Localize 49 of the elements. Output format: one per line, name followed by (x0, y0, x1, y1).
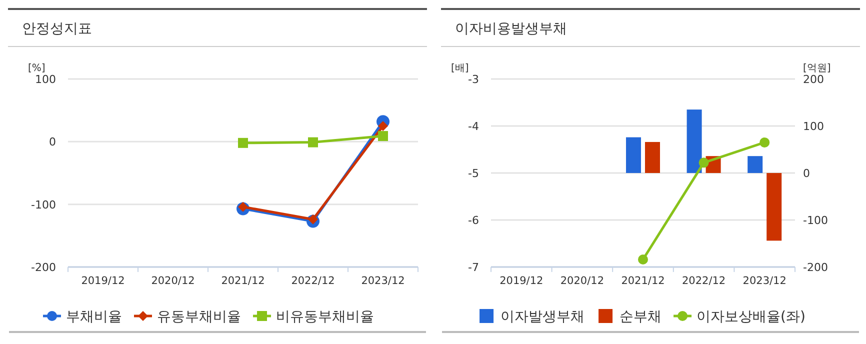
y2-tick-label: 200 (803, 73, 824, 86)
point (238, 138, 248, 148)
y-tick-label: -100 (31, 198, 56, 212)
x-tick-label: 2022/12 (291, 275, 335, 287)
point (308, 214, 318, 224)
bar (645, 142, 660, 173)
legend-label: 비유동부채비율 (276, 309, 374, 325)
y2-tick-label: 100 (803, 120, 824, 133)
point (638, 254, 648, 264)
y-tick-label: -5 (468, 167, 479, 180)
bar (686, 110, 702, 173)
y-tick-label: -6 (468, 214, 479, 227)
y-tick-label: -200 (31, 261, 56, 274)
legend-label: 부채비율 (66, 309, 122, 325)
bar (626, 137, 641, 173)
x-tick-label: 2019/12 (81, 275, 125, 287)
legend-label: 유동부채비율 (157, 309, 241, 325)
x-tick-label: 2019/12 (500, 275, 544, 287)
y2-tick-label: -100 (803, 214, 828, 227)
point (238, 202, 248, 212)
y-tick-label: -4 (468, 120, 479, 133)
x-tick-label: 2022/12 (682, 275, 726, 287)
bar (748, 156, 763, 173)
legend-label: 순부채 (620, 309, 662, 325)
x-tick-label: 2023/12 (742, 275, 786, 287)
y-tick-label: 100 (35, 73, 56, 86)
x-tick-label: 2020/12 (560, 275, 604, 287)
x-tick-label: 2023/12 (361, 275, 405, 287)
y2-tick-label: -200 (803, 261, 828, 274)
bar (766, 173, 782, 241)
chart-title: 안정성지표 (22, 21, 92, 37)
y-axis-title: [%] (28, 63, 46, 74)
point (308, 137, 318, 148)
y-tick-label: 0 (49, 136, 56, 149)
point (378, 131, 388, 142)
y2-tick-label: 0 (803, 167, 810, 180)
y-tick-label: -7 (468, 261, 479, 274)
legend-label: 이자발생부채 (500, 309, 585, 325)
x-tick-label: 2021/12 (221, 275, 265, 287)
point (760, 137, 770, 148)
x-tick-label: 2020/12 (151, 275, 195, 287)
x-tick-label: 2021/12 (621, 275, 665, 287)
y-tick-label: -3 (468, 73, 479, 86)
point (378, 121, 388, 131)
y2-axis-title: [억원] (803, 63, 831, 74)
point (698, 158, 709, 168)
chart-title: 이자비용발생부채 (455, 21, 567, 37)
legend-label: 이자보상배율(좌) (696, 309, 806, 325)
y-axis-title: [배] (451, 63, 469, 74)
